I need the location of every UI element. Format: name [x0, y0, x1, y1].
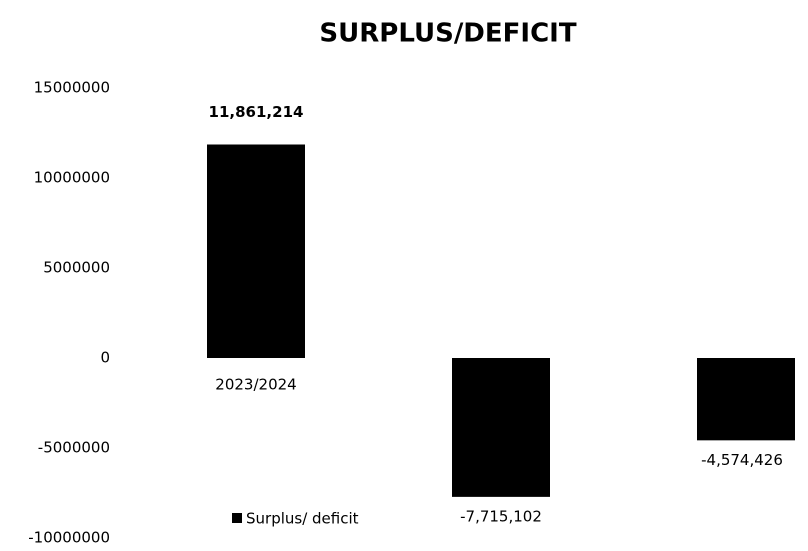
data-label: -7,715,102 [460, 507, 542, 525]
chart-title: SURPLUS/DEFICIT [319, 19, 576, 49]
y-tick-label: 10000000 [34, 169, 110, 187]
y-tick-label: -10000000 [28, 529, 110, 547]
y-tick-label: 0 [100, 349, 110, 367]
bar [697, 358, 795, 441]
x-tick-label: 2023/2024 [215, 376, 296, 394]
y-tick-label: 5000000 [43, 259, 110, 277]
y-tick-label: 15000000 [34, 79, 110, 97]
y-tick-label: -5000000 [38, 439, 110, 457]
legend-swatch [232, 513, 242, 523]
data-label: -4,574,426 [701, 451, 783, 469]
legend-label: Surplus/ deficit [246, 510, 359, 528]
bar [452, 358, 550, 497]
bar [207, 144, 305, 358]
data-label: 11,861,214 [209, 103, 304, 121]
